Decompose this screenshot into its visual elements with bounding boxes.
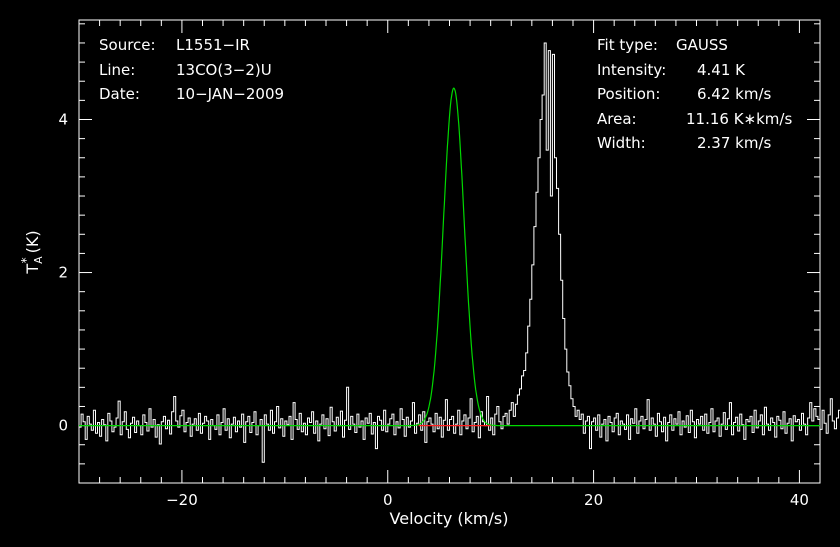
svg-text:TA*(K): TA* (K) [19,230,45,274]
source-key: Source: [99,36,156,54]
x-axis-label: Velocity (km/s) [390,509,509,528]
y-tick-label: 2 [58,264,68,282]
intensity-key: Intensity: [597,61,666,79]
y-axis-label-sub: A [32,256,45,264]
area-value: 11.16 K∗km/s [686,110,792,128]
y-tick-label: 4 [58,110,68,128]
fit-type-value: GAUSS [676,36,728,54]
date-value: 10−JAN−2009 [176,85,284,103]
header-right: Fit type: GAUSS Intensity: 4.41 K Positi… [597,36,792,152]
position-key: Position: [597,85,660,103]
date-key: Date: [99,85,140,103]
width-value: 2.37 km/s [697,134,772,152]
y-axis-label-sup: * [19,257,33,263]
tick-labels: −20 0 20 40 0 2 4 [58,110,809,509]
intensity-value: 4.41 K [697,61,746,79]
y-axis-label-main: T [23,264,42,275]
plot-area [79,42,840,463]
header-left: Source: L1551−IR Line: 13CO(3−2)U Date: … [99,36,284,103]
ticks [78,20,821,484]
x-tick-label: 40 [790,491,809,509]
line-key: Line: [99,61,135,79]
position-value: 6.42 km/s [697,85,772,103]
x-tick-label: −20 [166,491,198,509]
spectrum-histogram [79,42,840,463]
gaussian-fit-curve [79,87,820,427]
y-tick-label: 0 [58,417,68,435]
source-value: L1551−IR [176,36,250,54]
width-key: Width: [597,134,646,152]
area-key: Area: [597,110,637,128]
y-axis-label-unit: (K) [23,230,42,253]
x-tick-label: 0 [383,491,393,509]
line-value: 13CO(3−2)U [176,61,272,79]
fit-type-key: Fit type: [597,36,658,54]
x-tick-label: 20 [584,491,603,509]
y-axis-label: TA* (K) [19,230,45,274]
